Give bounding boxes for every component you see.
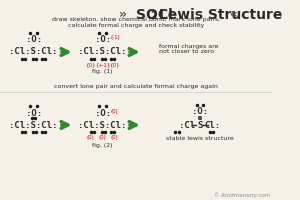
Text: :Cl:S:Cl:: :Cl:S:Cl:: [78, 47, 127, 56]
Text: S: S: [197, 120, 203, 130]
Text: {0}: {0}: [109, 62, 120, 68]
Text: © Rootmemory.com: © Rootmemory.com: [214, 192, 270, 198]
Text: formal charges are
not closer to zero: formal charges are not closer to zero: [159, 44, 218, 54]
Text: SOCl: SOCl: [136, 8, 173, 22]
Text: draw skeleton, show chemical bond, mark lone pairs,
calculate formal charge and : draw skeleton, show chemical bond, mark …: [52, 17, 220, 28]
Text: :O:: :O:: [26, 36, 42, 45]
Text: (0): (0): [99, 136, 106, 140]
Text: «: «: [220, 8, 238, 21]
Text: fig. (1): fig. (1): [92, 70, 113, 74]
Text: :O:: :O:: [192, 106, 208, 116]
Text: »: »: [119, 8, 136, 21]
Text: Cl:: Cl:: [204, 120, 220, 130]
Text: (0): (0): [87, 136, 95, 140]
Text: {+1}: {+1}: [95, 62, 110, 68]
Text: :Cl: :Cl: [179, 120, 195, 130]
Text: (0): (0): [110, 136, 118, 140]
Text: :O:: :O:: [94, 36, 111, 45]
Text: {0}: {0}: [85, 62, 96, 68]
Text: :Cl:S:Cl:: :Cl:S:Cl:: [9, 120, 58, 130]
Text: stable lewis structure: stable lewis structure: [166, 136, 234, 142]
Text: 2: 2: [151, 11, 158, 21]
Text: (-1): (-1): [111, 36, 121, 40]
Text: Lewis Structure: Lewis Structure: [154, 8, 283, 22]
Text: :Cl:S:Cl:: :Cl:S:Cl:: [9, 47, 58, 56]
Text: :Cl:S:Cl:: :Cl:S:Cl:: [78, 120, 127, 130]
Text: :O:: :O:: [94, 108, 111, 117]
Text: (0): (0): [111, 108, 119, 114]
Text: fig. (2): fig. (2): [92, 142, 113, 148]
Text: convert lone pair and calculate formal charge again: convert lone pair and calculate formal c…: [54, 84, 218, 89]
Text: :O:: :O:: [26, 108, 42, 117]
